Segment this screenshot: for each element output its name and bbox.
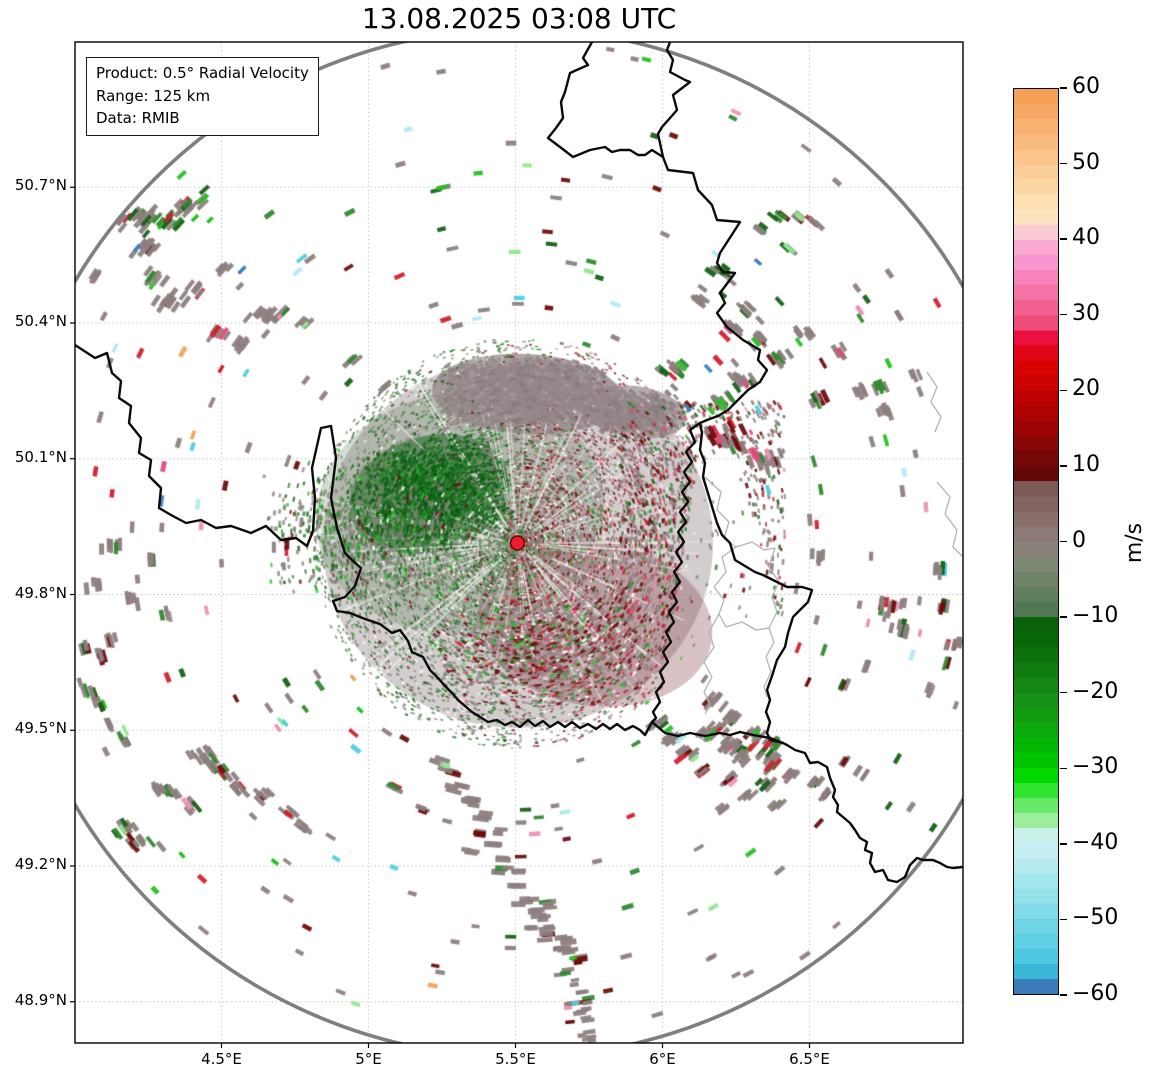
- colorbar-tick-label: 10: [1072, 451, 1100, 477]
- colorbar-tick-mark: [1060, 691, 1067, 694]
- colorbar-tick-mark: [1060, 162, 1067, 165]
- colorbar-tick-mark: [1060, 767, 1067, 769]
- plot-frame: [74, 41, 964, 1044]
- product-info-box: Product: 0.5° Radial Velocity Range: 125…: [86, 57, 319, 136]
- velocity-colorbar: [1013, 88, 1059, 995]
- colorbar-tick-label: −10: [1072, 603, 1119, 629]
- y-tick-label: 49.2°N: [14, 855, 67, 873]
- admin-border: [763, 627, 775, 698]
- admin-border: [704, 476, 737, 548]
- colorbar-tick-mark: [1060, 918, 1067, 921]
- colorbar-tick-mark: [1060, 540, 1067, 543]
- x-tick-label: 5.5°E: [495, 1050, 536, 1068]
- country-border: [546, 42, 692, 159]
- range-line: Range: 125 km: [96, 86, 211, 105]
- colorbar-tick-mark: [1060, 994, 1067, 996]
- country-border: [781, 741, 963, 884]
- colorbar-tick-label: 60: [1072, 74, 1100, 99]
- data-source-line: Data: RMIB: [96, 109, 180, 127]
- x-tick-label: 4.5°E: [201, 1050, 242, 1068]
- colorbar-tick-label: −40: [1072, 829, 1119, 855]
- colorbar-tick-mark: [1060, 465, 1067, 467]
- admin-border: [768, 547, 780, 629]
- colorbar-tick-mark: [1060, 238, 1067, 240]
- admin-border: [926, 371, 942, 433]
- admin-border: [703, 613, 720, 715]
- clipped-map-group: [75, 42, 963, 1043]
- colorbar-tick-mark: [1060, 87, 1067, 89]
- admin-border: [725, 621, 770, 631]
- colorbar-tick-mark: [1060, 389, 1067, 392]
- colorbar-tick-label: 30: [1072, 300, 1100, 326]
- colorbar-tick-label: −30: [1072, 754, 1119, 780]
- admin-border: [713, 546, 737, 628]
- colorbar-tick-label: 0: [1072, 527, 1086, 553]
- colorbar-unit-label: m/s: [1122, 522, 1147, 564]
- country-border: [650, 720, 785, 745]
- figure-title: 13.08.2025 03:08 UTC: [361, 2, 677, 35]
- country-border: [698, 421, 814, 745]
- y-tick-label: 50.7°N: [14, 176, 67, 195]
- country-border: [650, 421, 702, 724]
- product-line: Product: 0.5° Radial Velocity: [96, 64, 309, 82]
- y-tick-label: 50.1°N: [14, 447, 67, 466]
- x-tick-label: 6.5°E: [789, 1050, 830, 1068]
- radar-site-dot: [509, 535, 526, 551]
- colorbar-tick-label: −20: [1072, 678, 1119, 704]
- colorbar-tick-label: 20: [1072, 376, 1100, 402]
- x-tick-label: 6°E: [649, 1050, 676, 1068]
- country-border: [75, 343, 654, 737]
- y-tick-label: 49.8°N: [14, 583, 67, 602]
- colorbar-tick-mark: [1060, 616, 1067, 618]
- colorbar-tick-label: −60: [1072, 981, 1119, 1006]
- admin-border: [936, 481, 963, 558]
- colorbar-tick-mark: [1060, 314, 1067, 316]
- colorbar-tick-label: 50: [1072, 149, 1100, 175]
- y-tick-label: 49.5°N: [14, 719, 67, 738]
- colorbar-tick-label: 40: [1072, 225, 1100, 251]
- colorbar-tick-mark: [1060, 843, 1067, 845]
- country-border: [661, 155, 769, 425]
- colorbar-tick-label: −50: [1072, 905, 1119, 931]
- x-tick-label: 5°E: [355, 1050, 382, 1068]
- y-tick-label: 48.9°N: [14, 990, 67, 1009]
- admin-border: [735, 541, 776, 551]
- y-tick-label: 50.4°N: [14, 312, 67, 330]
